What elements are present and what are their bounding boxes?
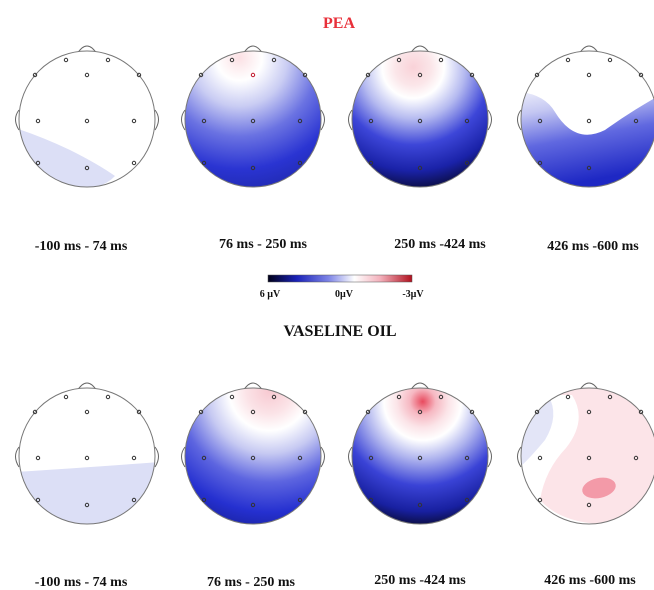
pea-window-label-2: 76 ms - 250 ms (219, 237, 307, 252)
topomap-vaseline-1 (15, 382, 159, 525)
pea-window-label-1: -100 ms - 74 ms (35, 239, 128, 254)
head-ear-left (15, 109, 20, 131)
colorbar-min-label: 6 µV (260, 289, 281, 300)
pea-window-label-3: 250 ms -424 ms (394, 237, 486, 252)
topomap-vaseline-3 (348, 382, 492, 525)
vaseline-window-label-1: -100 ms - 74 ms (35, 575, 128, 590)
vaseline-window-label-4: 426 ms -600 ms (544, 573, 636, 588)
vaseline-window-label-3: 250 ms -424 ms (374, 573, 466, 588)
head-ear-right (154, 109, 159, 131)
colorbar-max-label: -3µV (402, 289, 424, 300)
topomap-vaseline-2 (181, 382, 325, 525)
topomap-pea-2 (181, 45, 325, 188)
topomap-pea-4 (517, 45, 654, 188)
vaseline-window-label-2: 76 ms - 250 ms (207, 575, 295, 590)
pea-title: PEA (323, 15, 355, 32)
topomap-pea-3 (348, 45, 492, 188)
colorbar-mid-label: 0µV (335, 289, 354, 300)
colorbar: 6 µV 0µV -3µV (260, 274, 424, 300)
topomap-pea-1 (15, 45, 159, 188)
topomap-vaseline-4 (517, 382, 654, 525)
pea-window-label-4: 426 ms -600 ms (547, 239, 639, 254)
vaseline-title: VASELINE OIL (283, 323, 396, 340)
electrode-dots (32, 57, 142, 171)
